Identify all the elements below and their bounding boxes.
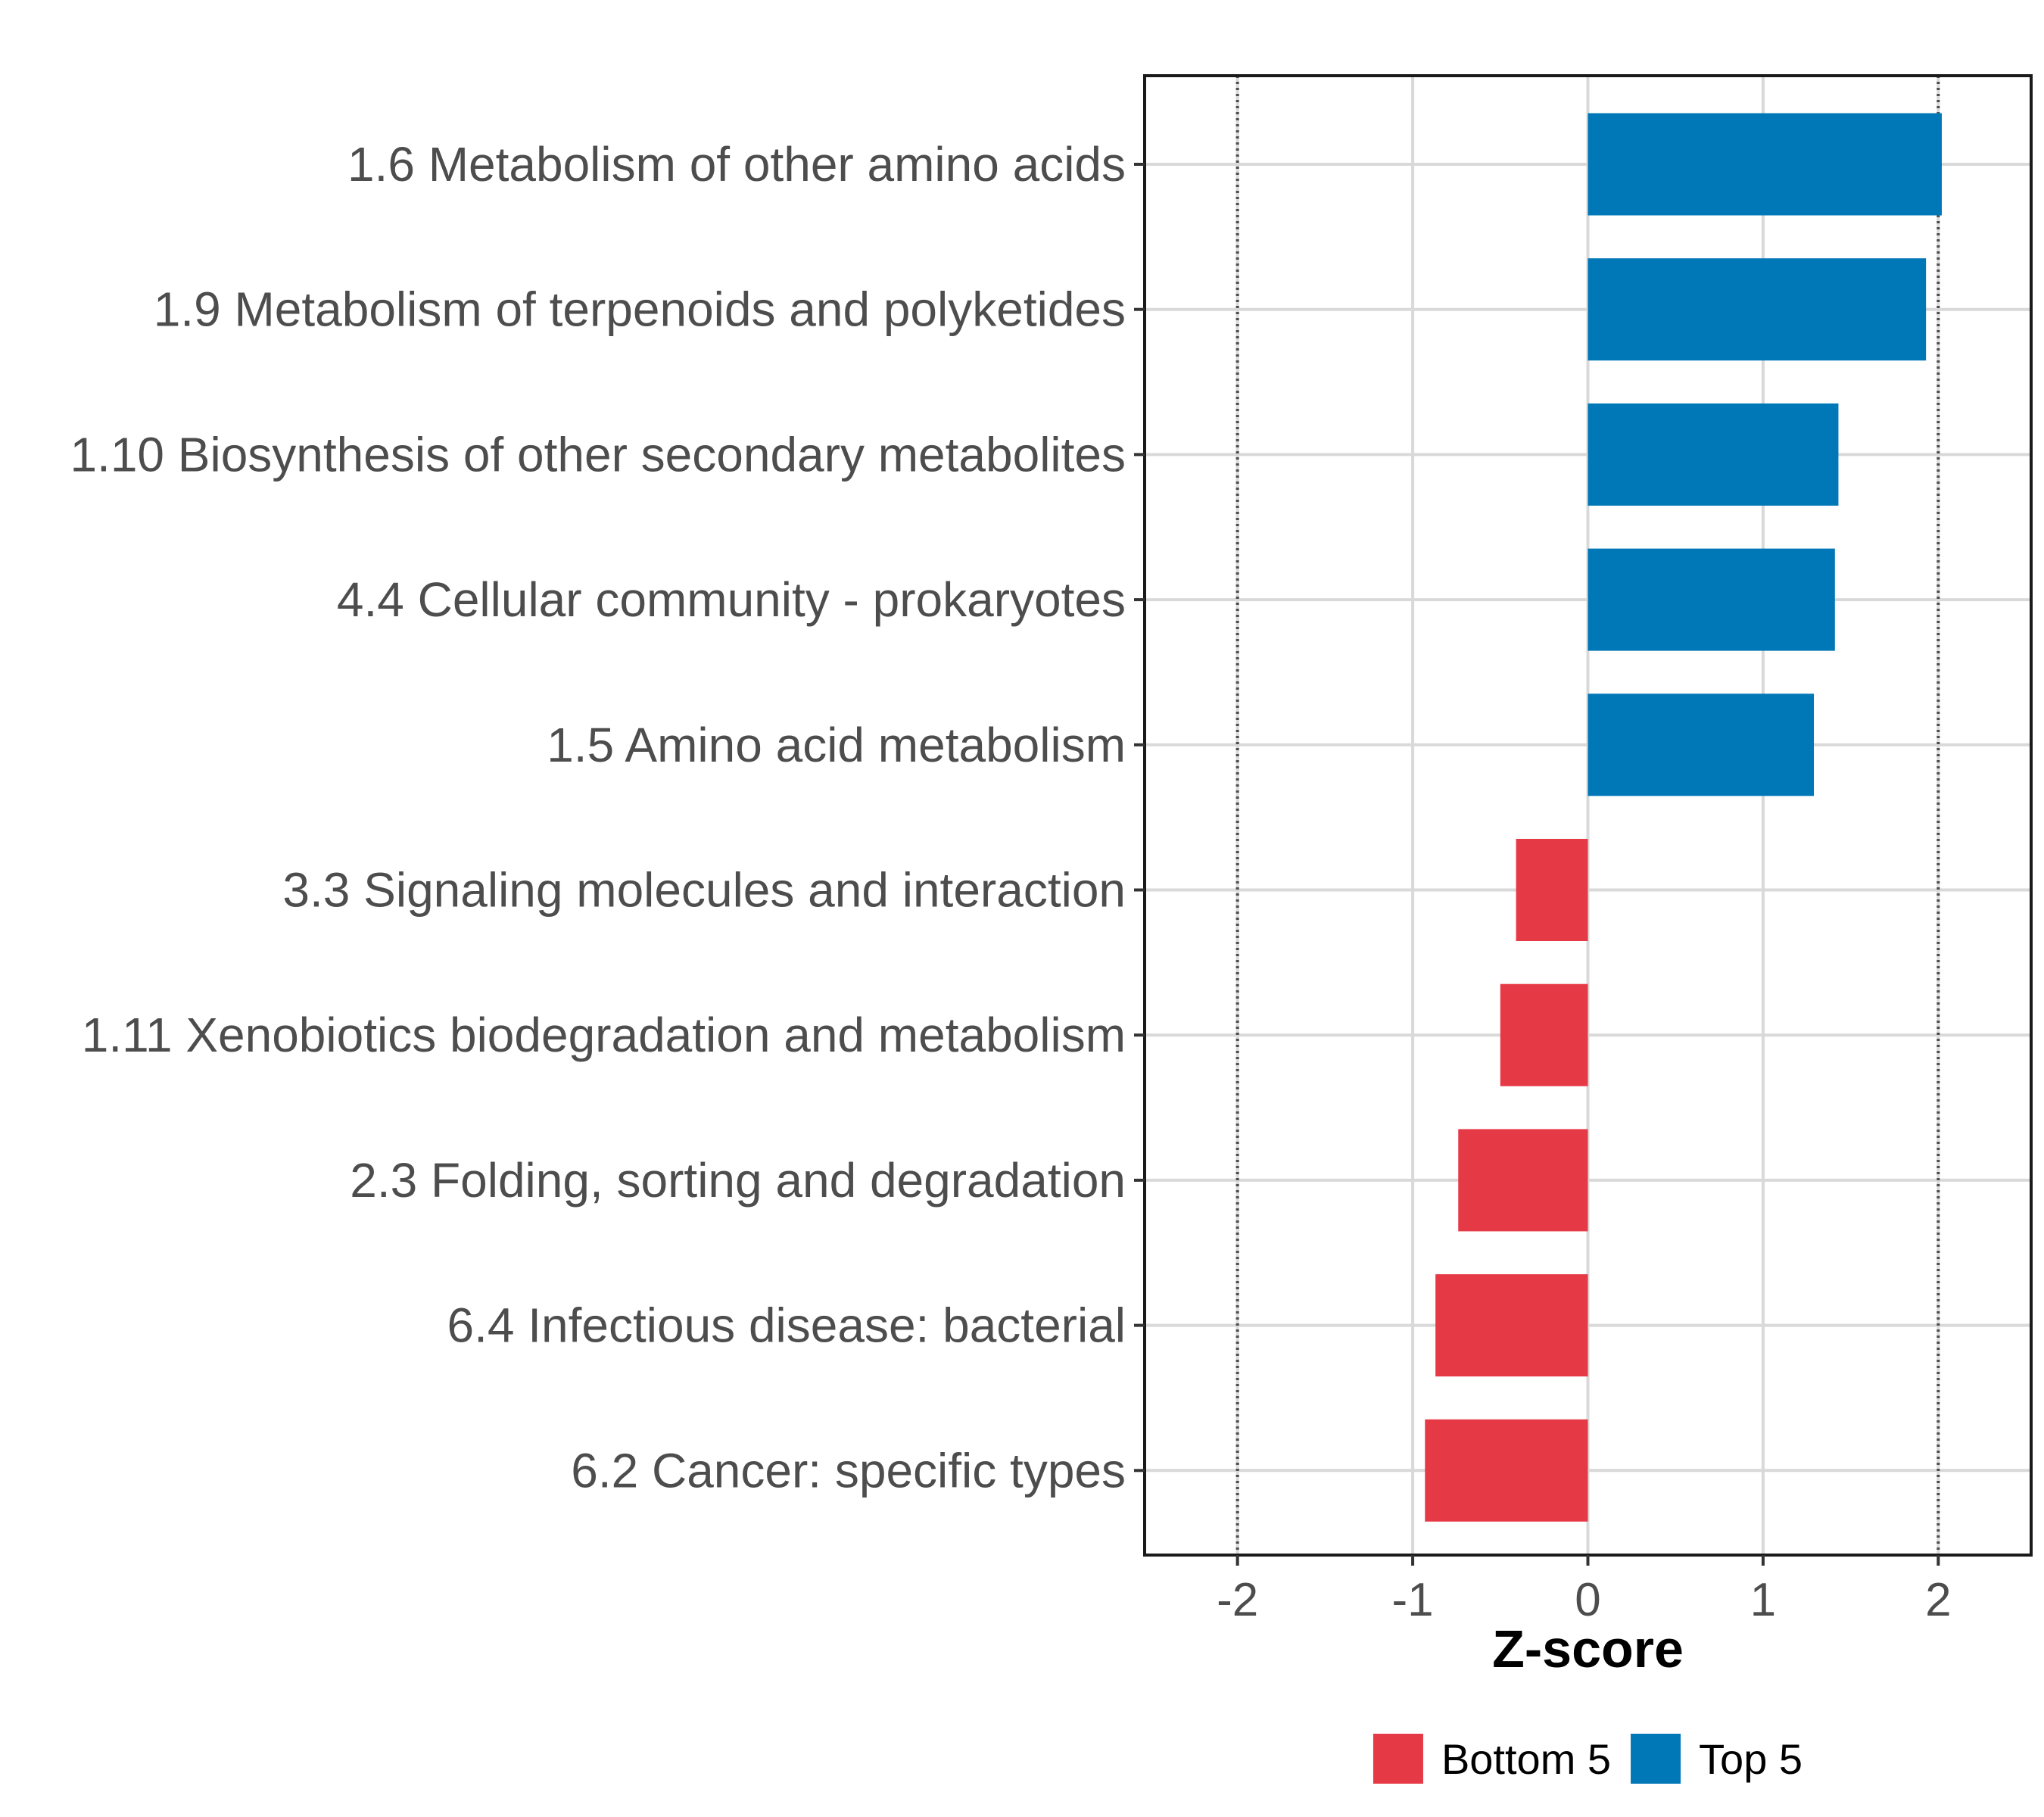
category-label: 1.10 Biosynthesis of other secondary met…: [70, 427, 1126, 482]
x-tick-label: 0: [1575, 1574, 1600, 1626]
bar-top: [1588, 403, 1839, 506]
category-label: 6.4 Infectious disease: bacterial: [447, 1298, 1126, 1353]
category-label: 1.11 Xenobiotics biodegradation and meta…: [82, 1008, 1126, 1062]
bar-top: [1588, 548, 1835, 651]
reference-lines: [1235, 76, 1940, 1555]
category-label: 3.3 Signaling molecules and interaction: [282, 863, 1126, 918]
category-label: 6.2 Cancer: specific types: [571, 1443, 1126, 1498]
legend-label: Bottom 5: [1441, 1735, 1611, 1783]
legend-swatch-bottom: [1373, 1734, 1423, 1784]
category-label: 2.3 Folding, sorting and degradation: [350, 1153, 1126, 1208]
y-axis: 1.6 Metabolism of other amino acids 1.9 M…: [70, 137, 1145, 1498]
bar-bottom: [1458, 1129, 1588, 1232]
bars: [1425, 113, 1942, 1522]
legend-label: Top 5: [1699, 1735, 1803, 1783]
category-label: 1.6 Metabolism of other amino acids: [347, 137, 1126, 192]
bar-bottom: [1500, 983, 1588, 1086]
bar-top: [1588, 258, 1927, 361]
legend-swatch-top: [1631, 1734, 1681, 1784]
category-label: 4.4 Cellular community - prokaryotes: [337, 572, 1126, 627]
x-tick-label: -1: [1392, 1574, 1434, 1626]
x-axis-title: Z-score: [1492, 1619, 1684, 1678]
category-label: 1.5 Amino acid metabolism: [547, 718, 1126, 772]
bar-bottom: [1516, 839, 1588, 941]
bar-bottom: [1425, 1419, 1588, 1522]
bar-top: [1588, 113, 1942, 216]
legend: Bottom 5 Top 5: [1373, 1734, 1803, 1784]
x-tick-label: 1: [1750, 1574, 1776, 1626]
x-tick-label: -2: [1217, 1574, 1258, 1626]
bar-bottom: [1435, 1274, 1588, 1377]
x-tick-label: 2: [1925, 1574, 1951, 1626]
category-label: 1.9 Metabolism of terpenoids and polyket…: [154, 282, 1126, 337]
x-axis: -2 -1 0 1 2: [1217, 1555, 1952, 1626]
bar-top: [1588, 693, 1815, 796]
